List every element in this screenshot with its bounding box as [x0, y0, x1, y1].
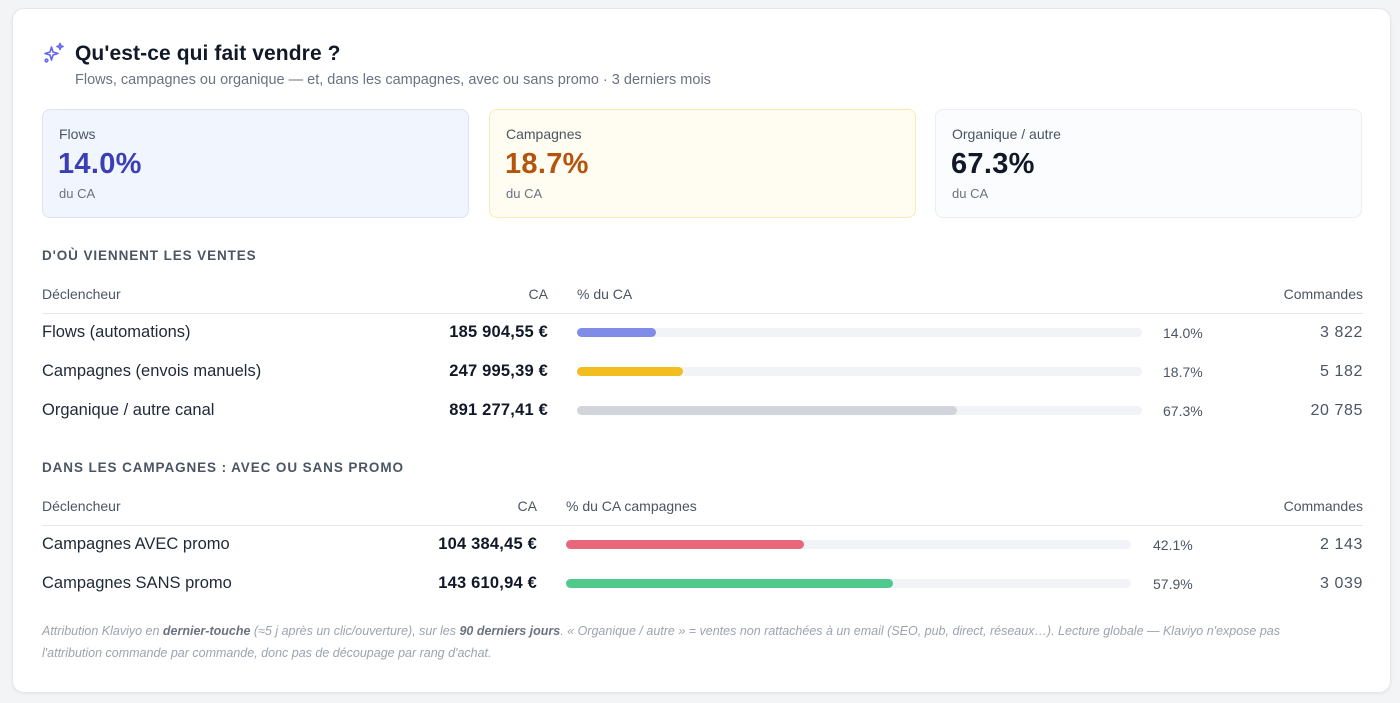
share-bar-track	[577, 328, 1142, 337]
share-bar-fill	[577, 406, 958, 415]
kpi-label: Campagnes	[506, 126, 582, 142]
kpi-card-campagnes: Campagnes 18.7% du CA	[489, 109, 916, 218]
kpi-card-organique: Organique / autre 67.3% du CA	[935, 109, 1362, 218]
footnote-emphasis: 90 derniers jours	[459, 624, 561, 638]
share-bar-fill	[577, 328, 657, 337]
column-header-share: % du CA	[577, 286, 633, 302]
sparkles-icon	[44, 42, 64, 63]
row-orders: 3 039	[1319, 575, 1363, 592]
share-bar-track	[566, 540, 1131, 549]
row-label: Flows (automations)	[42, 323, 191, 341]
share-bar-track	[577, 367, 1142, 376]
footnote-text: (≈5 j après un clic/ouverture), sur les	[250, 624, 460, 638]
section-heading-campaigns: DANS LES CAMPAGNES : AVEC OU SANS PROMO	[42, 460, 404, 475]
row-label: Campagnes (envois manuels)	[42, 362, 262, 380]
kpi-card-flows: Flows 14.0% du CA	[42, 109, 469, 218]
column-header-orders: Commandes	[1283, 498, 1363, 514]
row-orders: 20 785	[1310, 402, 1363, 419]
page-subtitle: Flows, campagnes ou organique — et, dans…	[75, 72, 711, 88]
row-percent: 14.0%	[1163, 325, 1203, 341]
row-ca: 104 384,45 €	[438, 535, 537, 553]
column-header-ca: CA	[517, 498, 537, 514]
row-ca: 247 995,39 €	[449, 362, 548, 380]
column-header-trigger: Déclencheur	[42, 286, 121, 302]
share-bar-track	[566, 579, 1131, 588]
column-header-trigger: Déclencheur	[42, 498, 121, 514]
row-percent: 18.7%	[1163, 364, 1203, 380]
row-orders: 2 143	[1319, 536, 1363, 553]
row-percent: 42.1%	[1153, 537, 1193, 553]
row-ca: 143 610,94 €	[438, 574, 537, 592]
kpi-label: Flows	[59, 126, 96, 142]
row-label: Campagnes SANS promo	[42, 574, 232, 592]
share-bar-fill	[566, 540, 804, 549]
kpi-value: 67.3%	[951, 148, 1035, 180]
row-orders: 3 822	[1319, 324, 1363, 341]
kpi-sublabel: du CA	[506, 186, 543, 201]
row-ca: 891 277,41 €	[449, 401, 548, 419]
share-bar-track	[577, 406, 1142, 415]
kpi-value: 18.7%	[505, 148, 589, 180]
sales-drivers-card: Qu'est-ce qui fait vendre ? Flows, campa…	[12, 8, 1391, 693]
row-percent: 67.3%	[1163, 403, 1203, 419]
kpi-sublabel: du CA	[59, 186, 96, 201]
footnote-emphasis: dernier-touche	[162, 624, 251, 638]
column-header-ca: CA	[528, 286, 548, 302]
row-orders: 5 182	[1319, 363, 1363, 380]
share-bar-fill	[566, 579, 894, 588]
kpi-sublabel: du CA	[952, 186, 989, 201]
kpi-label: Organique / autre	[952, 126, 1061, 142]
section-heading-sources: D'OÙ VIENNENT LES VENTES	[42, 248, 257, 263]
row-percent: 57.9%	[1153, 576, 1193, 592]
page-title: Qu'est-ce qui fait vendre ?	[75, 42, 341, 65]
footnote-text: . « Organique / autre » = ventes non rat…	[42, 624, 1281, 660]
column-header-orders: Commandes	[1283, 286, 1363, 302]
share-bar-fill	[577, 367, 683, 376]
column-header-share: % du CA campagnes	[566, 498, 697, 514]
row-ca: 185 904,55 €	[449, 323, 548, 341]
row-label: Campagnes AVEC promo	[42, 535, 230, 553]
row-label: Organique / autre canal	[42, 401, 215, 419]
footnote-text: Attribution Klaviyo en	[42, 624, 163, 638]
footnote: Attribution Klaviyo en dernier-touche (≈…	[42, 621, 1342, 664]
kpi-value: 14.0%	[58, 148, 142, 180]
table-divider	[42, 313, 1363, 314]
table-divider	[42, 525, 1363, 526]
